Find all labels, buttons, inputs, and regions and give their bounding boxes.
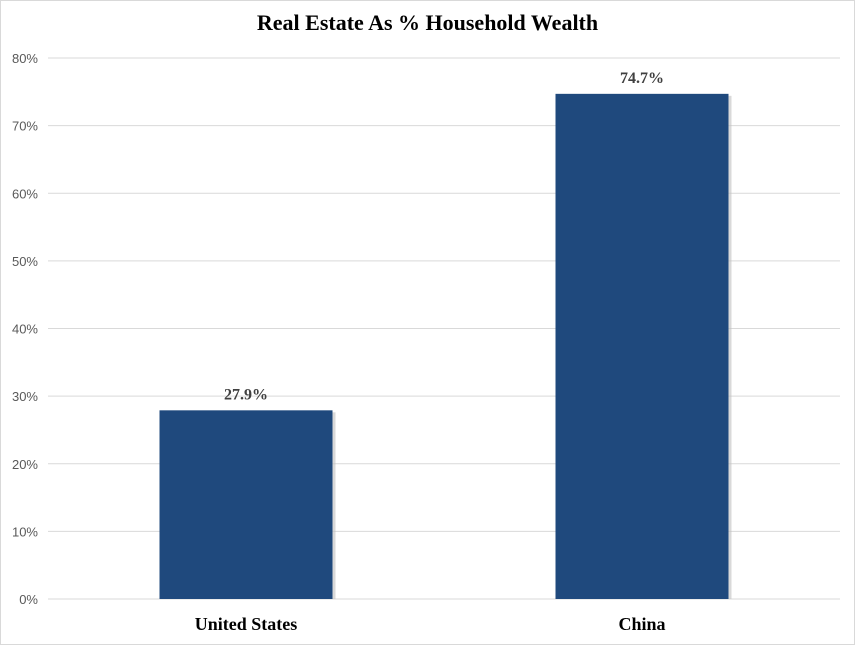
y-tick-label: 70% — [12, 119, 38, 134]
y-tick-label: 60% — [12, 186, 38, 201]
y-tick-label: 10% — [12, 524, 38, 539]
y-tick-label: 0% — [19, 592, 38, 607]
y-tick-label: 40% — [12, 322, 38, 337]
data-label: 74.7% — [620, 70, 664, 87]
y-tick-label: 80% — [12, 51, 38, 66]
bar-united-states — [159, 410, 333, 599]
y-tick-label: 20% — [12, 457, 38, 472]
bar-china — [555, 93, 729, 599]
y-tick-label: 30% — [12, 389, 38, 404]
x-category-label: United States — [195, 614, 298, 634]
data-label: 27.9% — [224, 386, 268, 403]
x-category-label: China — [618, 614, 665, 634]
chart-title: Real Estate As % Household Wealth — [256, 10, 599, 35]
y-tick-label: 50% — [12, 254, 38, 269]
